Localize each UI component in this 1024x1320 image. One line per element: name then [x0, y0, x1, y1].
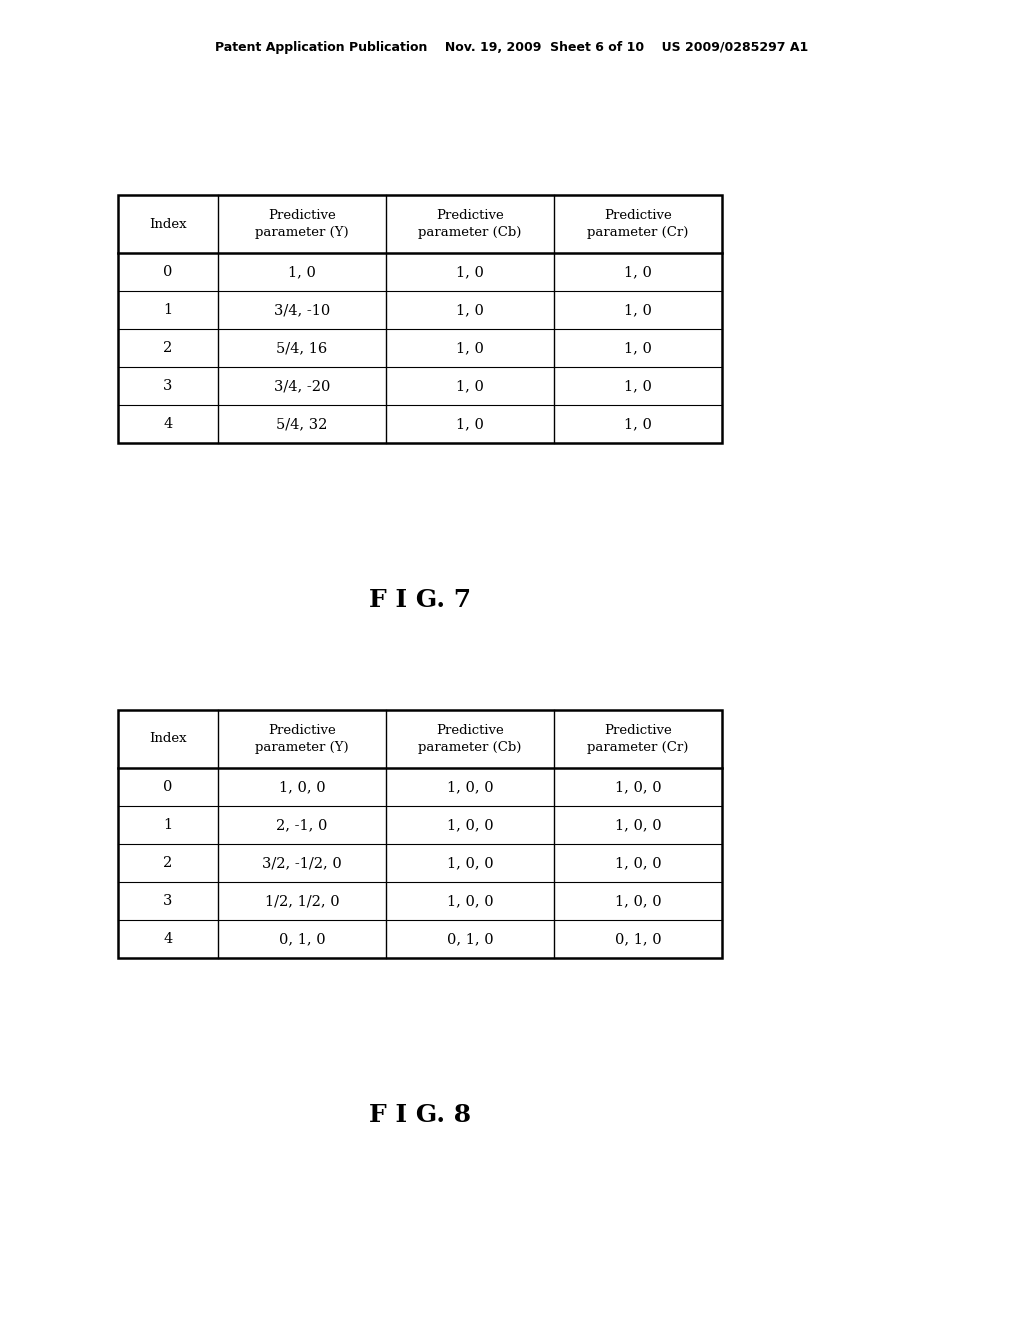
Text: 0, 1, 0: 0, 1, 0 [279, 932, 326, 946]
Text: 1, 0: 1, 0 [624, 265, 652, 279]
Text: 1, 0: 1, 0 [288, 265, 316, 279]
Text: 1/2, 1/2, 0: 1/2, 1/2, 0 [264, 894, 339, 908]
Text: 2: 2 [164, 855, 173, 870]
Text: 0: 0 [163, 265, 173, 279]
Text: Index: Index [150, 733, 186, 746]
Text: 1, 0, 0: 1, 0, 0 [446, 780, 494, 795]
Text: 0, 1, 0: 0, 1, 0 [446, 932, 494, 946]
Text: Index: Index [150, 218, 186, 231]
Text: 1, 0, 0: 1, 0, 0 [614, 855, 662, 870]
Text: Predictive
parameter (Cr): Predictive parameter (Cr) [588, 209, 689, 239]
Text: Predictive
parameter (Y): Predictive parameter (Y) [255, 723, 349, 754]
Text: 1, 0: 1, 0 [456, 304, 484, 317]
Text: Predictive
parameter (Cb): Predictive parameter (Cb) [419, 723, 521, 754]
Text: 4: 4 [164, 932, 173, 946]
Text: 0: 0 [163, 780, 173, 795]
Text: 1, 0, 0: 1, 0, 0 [614, 894, 662, 908]
Text: 2: 2 [164, 341, 173, 355]
Text: 3: 3 [163, 894, 173, 908]
Text: Predictive
parameter (Cr): Predictive parameter (Cr) [588, 723, 689, 754]
Bar [118, 710, 722, 958]
Bar [118, 195, 722, 444]
Text: 1, 0: 1, 0 [624, 417, 652, 432]
Text: 5/4, 32: 5/4, 32 [276, 417, 328, 432]
Text: Predictive
parameter (Cb): Predictive parameter (Cb) [419, 209, 521, 239]
Text: Predictive
parameter (Y): Predictive parameter (Y) [255, 209, 349, 239]
Text: 1, 0, 0: 1, 0, 0 [446, 894, 494, 908]
Text: 0, 1, 0: 0, 1, 0 [614, 932, 662, 946]
Text: Patent Application Publication    Nov. 19, 2009  Sheet 6 of 10    US 2009/028529: Patent Application Publication Nov. 19, … [215, 41, 809, 54]
Text: 1, 0: 1, 0 [456, 417, 484, 432]
Text: 1, 0: 1, 0 [456, 265, 484, 279]
Text: 3: 3 [163, 379, 173, 393]
Text: 1, 0, 0: 1, 0, 0 [279, 780, 326, 795]
Text: 1: 1 [164, 818, 173, 832]
Text: 1, 0: 1, 0 [456, 379, 484, 393]
Text: 1, 0: 1, 0 [624, 304, 652, 317]
Text: 1, 0: 1, 0 [624, 379, 652, 393]
Text: 3/4, -10: 3/4, -10 [273, 304, 330, 317]
Text: 1, 0, 0: 1, 0, 0 [446, 855, 494, 870]
Text: 1, 0, 0: 1, 0, 0 [614, 780, 662, 795]
Text: 1: 1 [164, 304, 173, 317]
Text: 1, 0, 0: 1, 0, 0 [446, 818, 494, 832]
Text: 2, -1, 0: 2, -1, 0 [276, 818, 328, 832]
Text: 1, 0: 1, 0 [624, 341, 652, 355]
Text: 5/4, 16: 5/4, 16 [276, 341, 328, 355]
Text: 1, 0: 1, 0 [456, 341, 484, 355]
Text: F I G. 7: F I G. 7 [369, 587, 471, 612]
Text: 3/4, -20: 3/4, -20 [273, 379, 330, 393]
Text: 4: 4 [164, 417, 173, 432]
Text: F I G. 8: F I G. 8 [369, 1104, 471, 1127]
Text: 1, 0, 0: 1, 0, 0 [614, 818, 662, 832]
Text: 3/2, -1/2, 0: 3/2, -1/2, 0 [262, 855, 342, 870]
